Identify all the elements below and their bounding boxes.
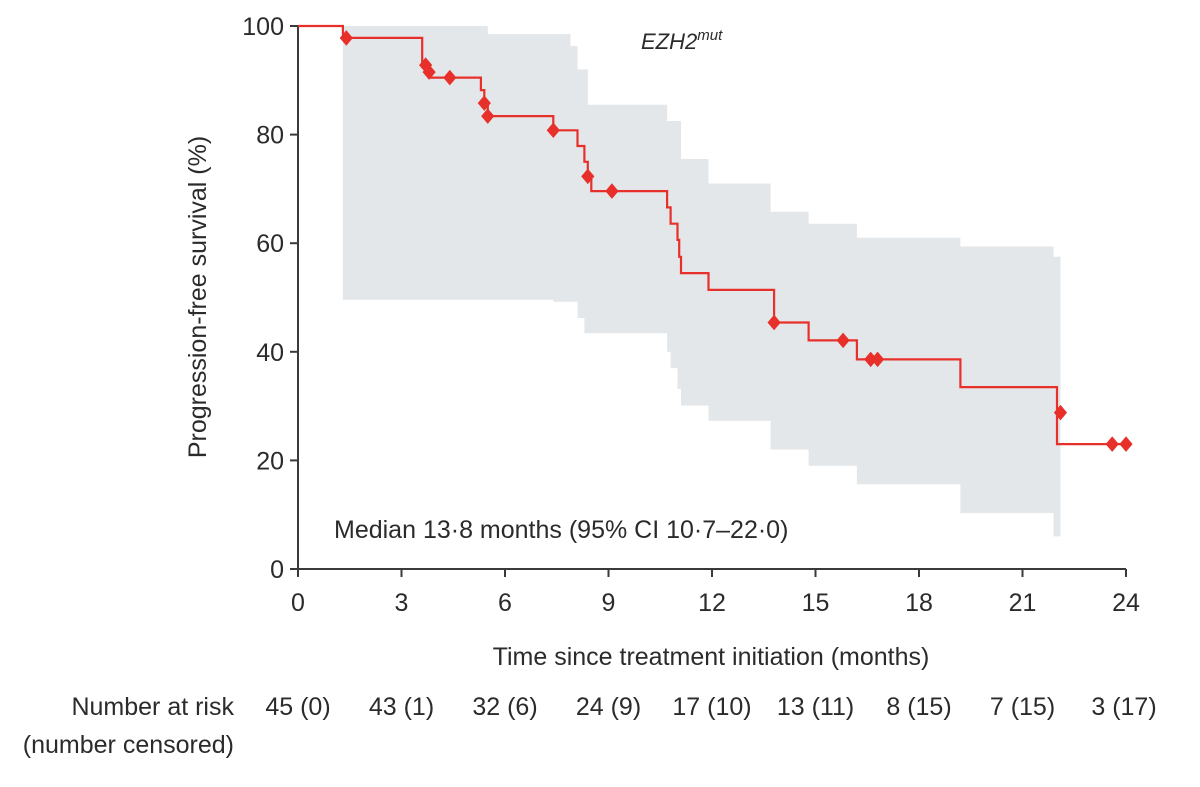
y-tick-label: 0 [270,556,284,584]
y-axis-title: Progression-free survival (%) [184,136,212,458]
x-tick-label: 0 [291,589,305,617]
x-tick-label: 12 [698,589,726,617]
censor-marker [443,69,457,86]
censor-marker [1053,404,1068,421]
censor-marker [481,108,495,124]
survival-curve [298,24,1126,446]
censor-marker [767,314,781,331]
y-tick-label: 40 [256,339,284,367]
x-tick-label: 21 [1009,589,1037,617]
x-tick-label: 3 [395,589,409,617]
y-tick-label: 20 [256,447,284,475]
censor-marker [581,168,595,185]
risk-value: 3 (17) [1091,693,1157,721]
censor-marker [546,122,560,139]
censor-marker [422,64,436,80]
y-tick-label: 80 [256,122,284,150]
risk-table-sublabel: (number censored) [22,731,234,759]
x-tick-label: 24 [1112,589,1140,617]
risk-value: 17 (10) [672,693,752,721]
y-tick-label: 60 [256,230,284,258]
censor-marker [836,332,850,349]
risk-value: 8 (15) [886,693,952,721]
chart-text: EZH2mut Median 13·8 months (95% CI 10·7–… [184,27,929,671]
median-annotation: Median 13·8 months (95% CI 10·7–22·0) [334,516,788,544]
chart-title: EZH2mut [641,27,723,54]
censor-markers [339,30,1133,452]
censor-marker [339,30,353,46]
x-tick-label: 15 [802,589,830,617]
x-tick-label: 9 [602,589,616,617]
risk-value: 45 (0) [265,693,331,721]
censor-marker [605,183,619,199]
ci-band [342,26,1061,559]
censor-marker [477,95,491,111]
risk-value: 13 (11) [776,693,855,721]
risk-value: 24 (9) [575,693,642,721]
risk-value: 43 (1) [368,693,435,721]
x-tick-label: 6 [498,589,512,617]
censor-marker [1119,436,1133,452]
y-tick-label: 100 [242,13,284,41]
risk-table-label: Number at risk [71,693,234,721]
censor-marker [1105,436,1119,452]
x-axis-title: Time since treatment initiation (months) [493,643,930,671]
axes: 0 20 40 60 80 100 0 3 6 9 12 15 18 21 24 [242,13,1140,617]
censor-marker [870,351,885,368]
survival-curve-layer [298,24,1126,446]
x-tick-label: 18 [905,589,933,617]
ci-band-layer [342,26,1061,559]
risk-value: 7 (15) [989,693,1056,721]
risk-value: 32 (6) [472,693,538,721]
